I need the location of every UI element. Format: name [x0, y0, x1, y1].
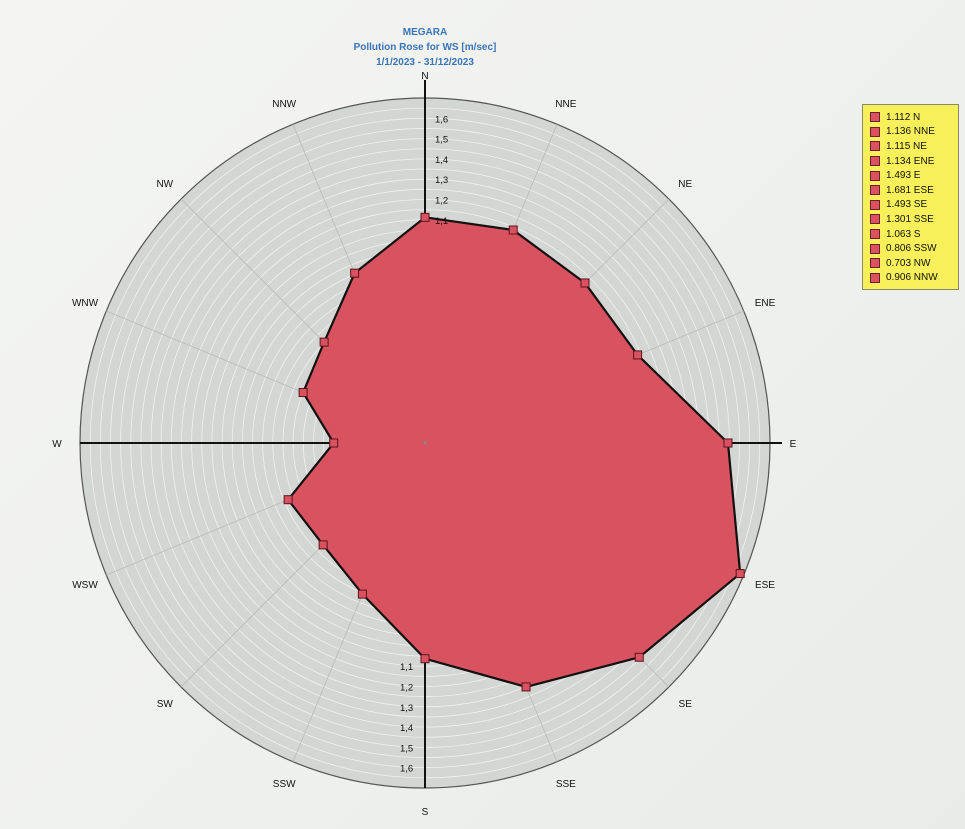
direction-label-ssw: SSW [273, 779, 296, 790]
legend-item: 1.681 ESE [870, 183, 958, 198]
direction-label-s: S [422, 807, 429, 818]
legend-label: 1.493 SE [886, 199, 928, 211]
data-point-ssw [357, 589, 367, 599]
legend-item: 1.115 NE [870, 139, 958, 154]
legend-item: 0.703 NW [870, 256, 958, 271]
chart-legend: 1.112 N 1.136 NNE 1.115 NE 1.134 ENE 1.493 E… [862, 104, 959, 290]
data-point-nw [319, 337, 329, 347]
tick-label-south: 1,2 [400, 683, 413, 694]
tick-label-south: 1,5 [400, 743, 413, 754]
legend-label: 0.703 NW [886, 257, 931, 269]
legend-label: 1.134 ENE [886, 155, 935, 167]
legend-swatch [870, 112, 880, 123]
legend-label: 1.681 ESE [886, 184, 934, 196]
tick-label-south: 1,4 [400, 723, 413, 734]
legend-item: 1.493 E [870, 168, 958, 183]
chart-title: MEGARA [403, 27, 447, 38]
legend-label: 0.906 NNW [886, 272, 938, 284]
legend-swatch [870, 156, 880, 167]
tick-label-south: 1,1 [400, 662, 413, 673]
data-point-wnw [298, 388, 308, 398]
legend-label: 1.136 NNE [886, 126, 935, 138]
legend-swatch [870, 126, 880, 137]
tick-label-north: 1,6 [435, 114, 448, 125]
tick-label-south: 1,3 [400, 703, 413, 714]
tick-label-north: 1,2 [435, 195, 448, 206]
data-point-nne [508, 225, 518, 235]
legend-swatch [870, 229, 880, 240]
data-point-sw [318, 540, 328, 550]
data-point-w [329, 438, 339, 448]
plot-area: 1,1 1,1 1,2 1,2 1,3 1,3 1,4 1,4 1,5 1,5 1,6 1,6 N NNE… [52, 71, 796, 818]
tick-label-north: 1,3 [435, 175, 448, 186]
direction-label-n: N [421, 71, 428, 82]
direction-label-nnw: NNW [272, 99, 296, 110]
direction-label-sw: SW [157, 699, 174, 710]
legend-label: 0.806 SSW [886, 243, 937, 255]
direction-label-w: W [52, 439, 62, 450]
legend-swatch [870, 258, 880, 269]
direction-label-e: E [790, 439, 797, 450]
direction-label-se: SE [679, 699, 693, 710]
tick-label-north: 1,5 [435, 135, 448, 146]
legend-item: 1.063 S [870, 227, 958, 242]
legend-item: 1.136 NNE [870, 125, 958, 140]
legend-swatch [870, 199, 880, 210]
center-dot [423, 441, 427, 445]
data-point-se [634, 652, 644, 662]
direction-label-wnw: WNW [72, 298, 99, 309]
legend-swatch [870, 170, 880, 181]
legend-item: 1.301 SSE [870, 212, 958, 227]
data-point-e [723, 438, 733, 448]
legend-swatch [870, 243, 880, 254]
direction-label-sse: SSE [556, 779, 576, 790]
legend-item: 1.134 ENE [870, 154, 958, 169]
direction-label-ese: ESE [755, 580, 775, 591]
legend-label: 1.493 E [886, 170, 921, 182]
data-point-s [420, 654, 430, 664]
direction-label-ne: NE [678, 179, 692, 190]
legend-swatch [870, 272, 880, 283]
data-point-nnw [350, 268, 360, 278]
data-point-sse [521, 682, 531, 692]
data-point-wsw [283, 495, 293, 505]
tick-label-south: 1,6 [400, 764, 413, 775]
chart-date-range: 1/1/2023 - 31/12/2023 [376, 57, 474, 68]
legend-swatch [870, 141, 880, 152]
data-point-ne [580, 278, 590, 288]
data-point-ese [735, 569, 745, 579]
direction-label-nne: NNE [555, 99, 576, 110]
legend-label: 1.063 S [886, 228, 921, 240]
direction-label-wsw: WSW [72, 580, 98, 591]
legend-swatch [870, 185, 880, 196]
data-point-ene [633, 350, 643, 360]
legend-swatch [870, 214, 880, 225]
legend-label: 1.115 NE [886, 140, 927, 152]
direction-label-nw: NW [156, 179, 173, 190]
legend-item: 1.112 N [870, 110, 958, 125]
legend-item: 1.493 SE [870, 198, 958, 213]
tick-label-north: 1,1 [435, 216, 448, 227]
legend-item: 0.906 NNW [870, 271, 958, 286]
chart-title-group: MEGARA Pollution Rose for WS [m/sec] 1/1… [354, 27, 497, 68]
direction-label-ene: ENE [755, 298, 776, 309]
data-point-n [420, 212, 430, 222]
tick-label-north: 1,4 [435, 155, 448, 166]
chart-subtitle: Pollution Rose for WS [m/sec] [354, 42, 497, 53]
legend-label: 1.112 N [886, 111, 921, 123]
legend-item: 0.806 SSW [870, 241, 958, 256]
legend-label: 1.301 SSE [886, 213, 934, 225]
